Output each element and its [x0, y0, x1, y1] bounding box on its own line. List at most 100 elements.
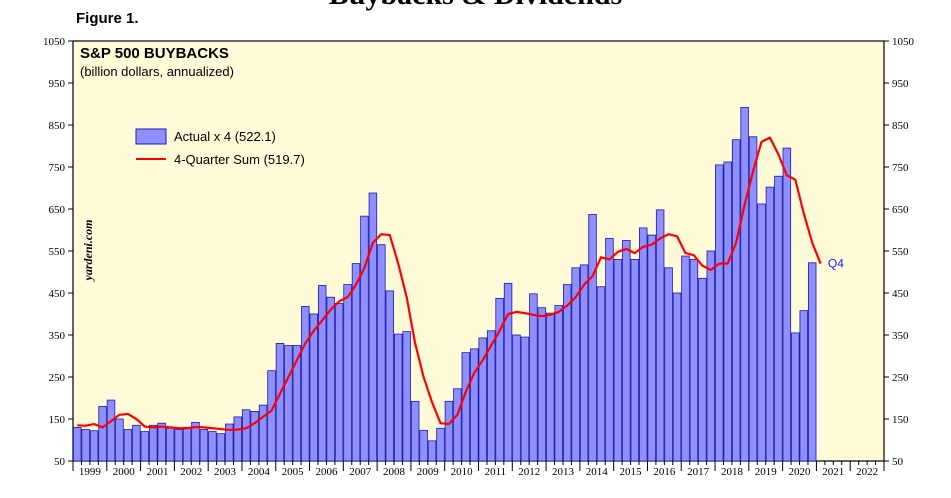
- chart-title: S&P 500 BUYBACKS: [80, 45, 229, 62]
- bar: [165, 427, 175, 462]
- bar: [292, 345, 302, 462]
- bar: [258, 404, 268, 462]
- y-tick-label-left: 150: [49, 414, 66, 426]
- bar: [554, 305, 563, 462]
- x-tick-label: 2020: [789, 466, 812, 478]
- bar: [639, 227, 648, 462]
- legend-bar-label: Actual x 4 (522.1): [174, 129, 276, 144]
- bar: [140, 431, 150, 462]
- y-tick-label-right: 950: [892, 78, 909, 90]
- bar: [157, 422, 166, 462]
- y-tick-label-right: 450: [892, 288, 909, 300]
- y-tick-label-left: 50: [54, 456, 66, 468]
- y-tick-label-left: 350: [49, 330, 66, 342]
- bar: [208, 431, 217, 462]
- figure-label: Figure 1.: [76, 10, 139, 27]
- x-tick-label: 2014: [586, 466, 609, 478]
- bar: [250, 411, 259, 462]
- x-tick-label: 2007: [349, 466, 372, 478]
- x-tick-label: 2006: [315, 466, 338, 478]
- bar: [98, 405, 107, 462]
- bar: [546, 312, 555, 462]
- bar: [317, 285, 327, 462]
- bar: [115, 418, 124, 462]
- bar: [216, 433, 226, 462]
- bar: [402, 331, 411, 462]
- bar: [596, 286, 606, 462]
- bar-series: [73, 106, 817, 462]
- bar: [360, 215, 369, 462]
- bar: [495, 298, 504, 462]
- bar: [664, 267, 673, 462]
- bar: [731, 139, 741, 462]
- bar: [807, 262, 817, 462]
- x-tick-label: 2001: [146, 466, 168, 478]
- bar: [385, 290, 395, 462]
- y-tick-label-left: 650: [49, 204, 66, 216]
- bar: [427, 440, 437, 462]
- y-tick-label-right: 250: [892, 372, 909, 384]
- bar: [723, 161, 732, 462]
- bar: [149, 424, 158, 462]
- x-tick-label: 2019: [755, 466, 778, 478]
- x-tick-label: 2012: [518, 466, 540, 478]
- bar: [503, 282, 513, 462]
- bar: [613, 258, 623, 462]
- bar: [106, 399, 116, 462]
- x-tick-label: 2008: [383, 466, 406, 478]
- bar: [132, 424, 141, 462]
- bar: [571, 267, 580, 462]
- bar: [89, 430, 99, 462]
- bar: [182, 426, 192, 462]
- bar: [689, 258, 699, 462]
- x-tick-label: 2022: [856, 466, 878, 478]
- bar: [655, 209, 665, 462]
- bar: [512, 334, 521, 462]
- y-tick-label-right: 650: [892, 204, 909, 216]
- bar: [73, 426, 82, 462]
- bar: [647, 234, 656, 462]
- x-axis: 1999 2000 2001 2002 2003 2004 2005 2006 2007 2008…: [72, 461, 885, 478]
- bar: [241, 409, 251, 462]
- y-tick-label-right: 50: [892, 456, 904, 468]
- bar: [436, 427, 445, 462]
- bar: [698, 277, 707, 462]
- x-tick-label: 2002: [180, 466, 202, 478]
- end-label: Q4: [828, 257, 844, 271]
- bar: [343, 284, 352, 462]
- bar: [123, 429, 133, 462]
- bar: [377, 244, 386, 462]
- bar: [622, 240, 631, 462]
- bar: [284, 345, 293, 462]
- four-quarter-sum-line: [77, 136, 822, 432]
- bar: [199, 429, 209, 462]
- bar: [233, 416, 242, 462]
- bar: [529, 293, 538, 462]
- y-tick-label-right: 750: [892, 162, 909, 174]
- y-tick-label-left: 850: [49, 120, 66, 132]
- y-axis: 50 50 150 150 250 250 350 350 450 450 550 550 650 650…: [43, 36, 915, 468]
- bar: [444, 400, 454, 462]
- bar: [715, 164, 724, 462]
- bar: [301, 306, 310, 462]
- y-tick-label-right: 1050: [892, 36, 915, 48]
- x-tick-label: 2005: [282, 466, 305, 478]
- x-tick-label: 2010: [451, 466, 474, 478]
- bar: [410, 400, 420, 462]
- x-tick-label: 2004: [248, 466, 271, 478]
- x-tick-label: 2017: [687, 466, 710, 478]
- x-tick-label: 2011: [485, 466, 507, 478]
- x-tick-label: 2000: [113, 466, 136, 478]
- x-tick-label: 2003: [214, 466, 237, 478]
- bar: [326, 296, 335, 462]
- bar: [630, 258, 640, 462]
- bar: [368, 192, 378, 462]
- bar: [588, 214, 597, 462]
- y-tick-label-right: 150: [892, 414, 909, 426]
- y-tick-label-left: 550: [49, 246, 66, 258]
- legend: Actual x 4 (522.1) 4-Quarter Sum (519.7): [135, 128, 305, 167]
- bar: [799, 310, 808, 462]
- y-tick-label-left: 250: [49, 372, 66, 384]
- bar: [225, 423, 234, 462]
